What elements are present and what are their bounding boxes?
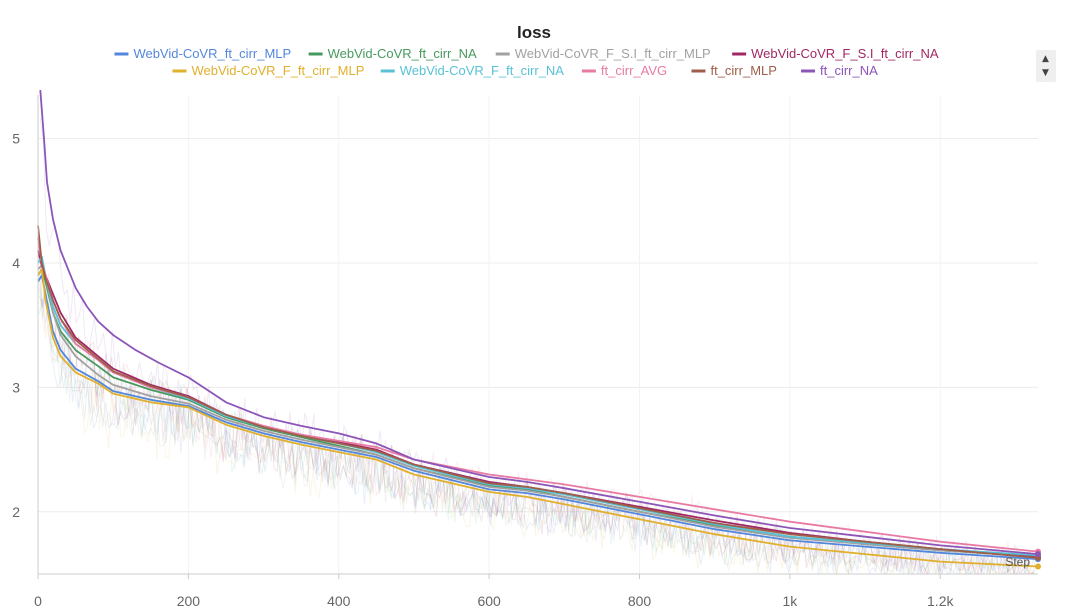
legend-scroll-control[interactable]: ▲ ▼ (1036, 50, 1056, 82)
series-endpoint (1035, 563, 1041, 570)
x-tick-label: 1k (782, 593, 798, 609)
legend-label: WebVid-CoVR_F_S.I_ft_cirr_NA (751, 46, 939, 61)
legend-label: WebVid-CoVR_F_S.I_ft_cirr_MLP (515, 46, 711, 61)
step-label: Step (1005, 555, 1030, 569)
y-tick-label: 5 (12, 131, 20, 147)
y-tick-label: 2 (12, 504, 20, 520)
scroll-up-icon[interactable]: ▲ (1042, 54, 1049, 64)
legend-item[interactable]: ft_cirr_MLP (691, 63, 777, 78)
raw-noise-traces (39, 117, 1037, 576)
x-tick-label: 0 (34, 593, 42, 609)
series-line (39, 89, 1039, 555)
y-tick-label: 3 (12, 379, 20, 395)
legend-item[interactable]: WebVid-CoVR_ft_cirr_MLP (114, 46, 291, 61)
legend-label: WebVid-CoVR_F_ft_cirr_MLP (191, 63, 364, 78)
raw-trace (39, 272, 1036, 575)
raw-trace (39, 260, 1036, 576)
series-endpoint (1035, 551, 1041, 558)
series-line (37, 264, 1039, 558)
axes: 2 3 4 5 0 200 400 600 800 1k 1.2k (12, 95, 1038, 609)
legend-label: ft_cirr_NA (820, 63, 878, 78)
x-tick-label: 600 (477, 593, 501, 609)
legend-label: WebVid-CoVR_ft_cirr_MLP (133, 46, 291, 61)
legend-label: ft_cirr_MLP (710, 63, 776, 78)
legend-item[interactable]: ft_cirr_NA (801, 63, 878, 78)
raw-trace (39, 273, 1036, 576)
series-line (37, 274, 1039, 560)
raw-trace (39, 287, 1036, 576)
series-lines (37, 89, 1041, 570)
legend-label: WebVid-CoVR_F_ft_cirr_NA (400, 63, 565, 78)
legend-label: WebVid-CoVR_ft_cirr_NA (328, 46, 477, 61)
x-tick-label: 800 (628, 593, 652, 609)
scroll-down-icon[interactable]: ▼ (1042, 68, 1049, 78)
series-line (37, 268, 1039, 558)
legend-item[interactable]: WebVid-CoVR_F_S.I_ft_cirr_MLP (495, 46, 711, 61)
series-line (37, 225, 1039, 559)
legend-item[interactable]: WebVid-CoVR_F_ft_cirr_NA (380, 63, 565, 78)
x-tick-label: 400 (327, 593, 351, 609)
chart-title: loss (517, 23, 551, 42)
y-tick-label: 4 (12, 255, 20, 271)
legend-item[interactable]: ft_cirr_AVG (581, 63, 667, 78)
legend-item[interactable]: WebVid-CoVR_F_ft_cirr_MLP (172, 63, 364, 78)
x-tick-label: 200 (177, 593, 201, 609)
legend-item[interactable]: WebVid-CoVR_ft_cirr_NA (308, 46, 477, 61)
legend-label: ft_cirr_AVG (601, 63, 667, 78)
legend: WebVid-CoVR_ft_cirr_MLP WebVid-CoVR_ft_ci… (114, 46, 939, 78)
series-line (37, 268, 1039, 568)
legend-item[interactable]: WebVid-CoVR_F_S.I_ft_cirr_NA (732, 46, 939, 61)
x-tick-label: 1.2k (927, 593, 954, 609)
